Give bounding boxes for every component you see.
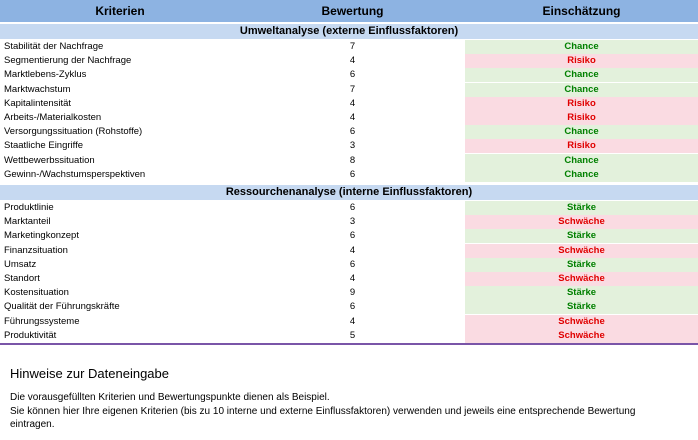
assessment: Chance [465, 125, 698, 140]
assessment: Schwäche [465, 243, 698, 258]
criterion: Marktlebens-Zyklus [4, 69, 87, 81]
column-header: Bewertung [240, 0, 465, 22]
criterion: Segmentierung der Nachfrage [4, 55, 132, 67]
criterion: Produktlinie [4, 202, 54, 213]
assessment: Chance [465, 153, 698, 168]
rating: 6 [349, 69, 356, 81]
rating: 6 [349, 168, 356, 180]
rating: 6 [349, 230, 356, 242]
criterion: Marktwachstum [4, 83, 71, 95]
divider [0, 343, 698, 345]
criterion: Versorgungssituation (Rohstoffe) [4, 126, 143, 138]
rating: 9 [349, 287, 356, 299]
assessment: Schwäche [465, 272, 698, 286]
rating: 3 [349, 140, 356, 152]
assessment: Chance [465, 40, 698, 54]
section-header: Ressourchenanalyse (interne Einflussfakt… [0, 185, 698, 200]
criterion: Finanzsituation [4, 244, 68, 256]
assessment: Risiko [465, 54, 698, 69]
criterion: Qualität der Führungskräfte [4, 301, 120, 313]
assessment: Risiko [465, 139, 698, 154]
assessment: Schwäche [465, 314, 698, 329]
rating: 8 [349, 154, 356, 166]
criterion: Kostensituation [4, 287, 69, 299]
criterion: Marketingkonzept [4, 230, 79, 242]
assessment: Stärke [465, 300, 698, 315]
criterion: Wettbewerbssituation [4, 154, 95, 166]
rating: 6 [349, 301, 356, 313]
assessment: Risiko [465, 96, 698, 111]
rating: 3 [349, 216, 356, 228]
assessment: Chance [465, 167, 698, 182]
criterion: Standort [4, 273, 40, 284]
criterion: Stabilität der Nachfrage [4, 41, 104, 52]
column-header: Einschätzung [465, 0, 698, 22]
assessment: Stärke [465, 229, 698, 244]
assessment: Chance [465, 68, 698, 83]
criterion: Marktanteil [4, 216, 51, 228]
criterion: Produktivität [4, 329, 57, 341]
section-header: Umweltanalyse (externe Einflussfaktoren) [0, 24, 698, 39]
rating: 4 [349, 55, 356, 67]
criterion: Gewinn-/Wachstumsperspektiven [4, 168, 146, 180]
assessment: Stärke [465, 201, 698, 215]
rating: 7 [349, 41, 356, 52]
rating: 4 [349, 112, 356, 123]
assessment: Stärke [465, 257, 698, 272]
rating: 6 [349, 126, 356, 138]
assessment: Risiko [465, 111, 698, 125]
assessment: Stärke [465, 286, 698, 301]
assessment: Schwäche [465, 215, 698, 230]
column-header: Kriterien [0, 0, 240, 22]
rating: 4 [349, 315, 356, 327]
criterion: Kapitalintensität [4, 97, 72, 109]
criterion: Führungssysteme [4, 315, 80, 327]
criterion: Umsatz [4, 258, 37, 270]
criterion: Staatliche Eingriffe [4, 140, 84, 152]
notes-title: Hinweise zur Dateneingabe [10, 366, 169, 381]
criterion: Arbeits-/Materialkosten [4, 112, 102, 123]
rating: 6 [349, 202, 356, 213]
assessment: Schwäche [465, 328, 698, 343]
rating: 4 [349, 273, 356, 284]
note-line: Die vorausgefüllten Kriterien und Bewert… [10, 392, 330, 403]
assessment: Chance [465, 82, 698, 97]
note-line: Sie können hier Ihre eigenen Kriterien (… [10, 405, 636, 431]
rating: 7 [349, 83, 356, 95]
rating: 4 [349, 97, 356, 109]
rating: 4 [349, 244, 356, 256]
rating: 5 [349, 329, 356, 341]
rating: 6 [349, 258, 356, 270]
